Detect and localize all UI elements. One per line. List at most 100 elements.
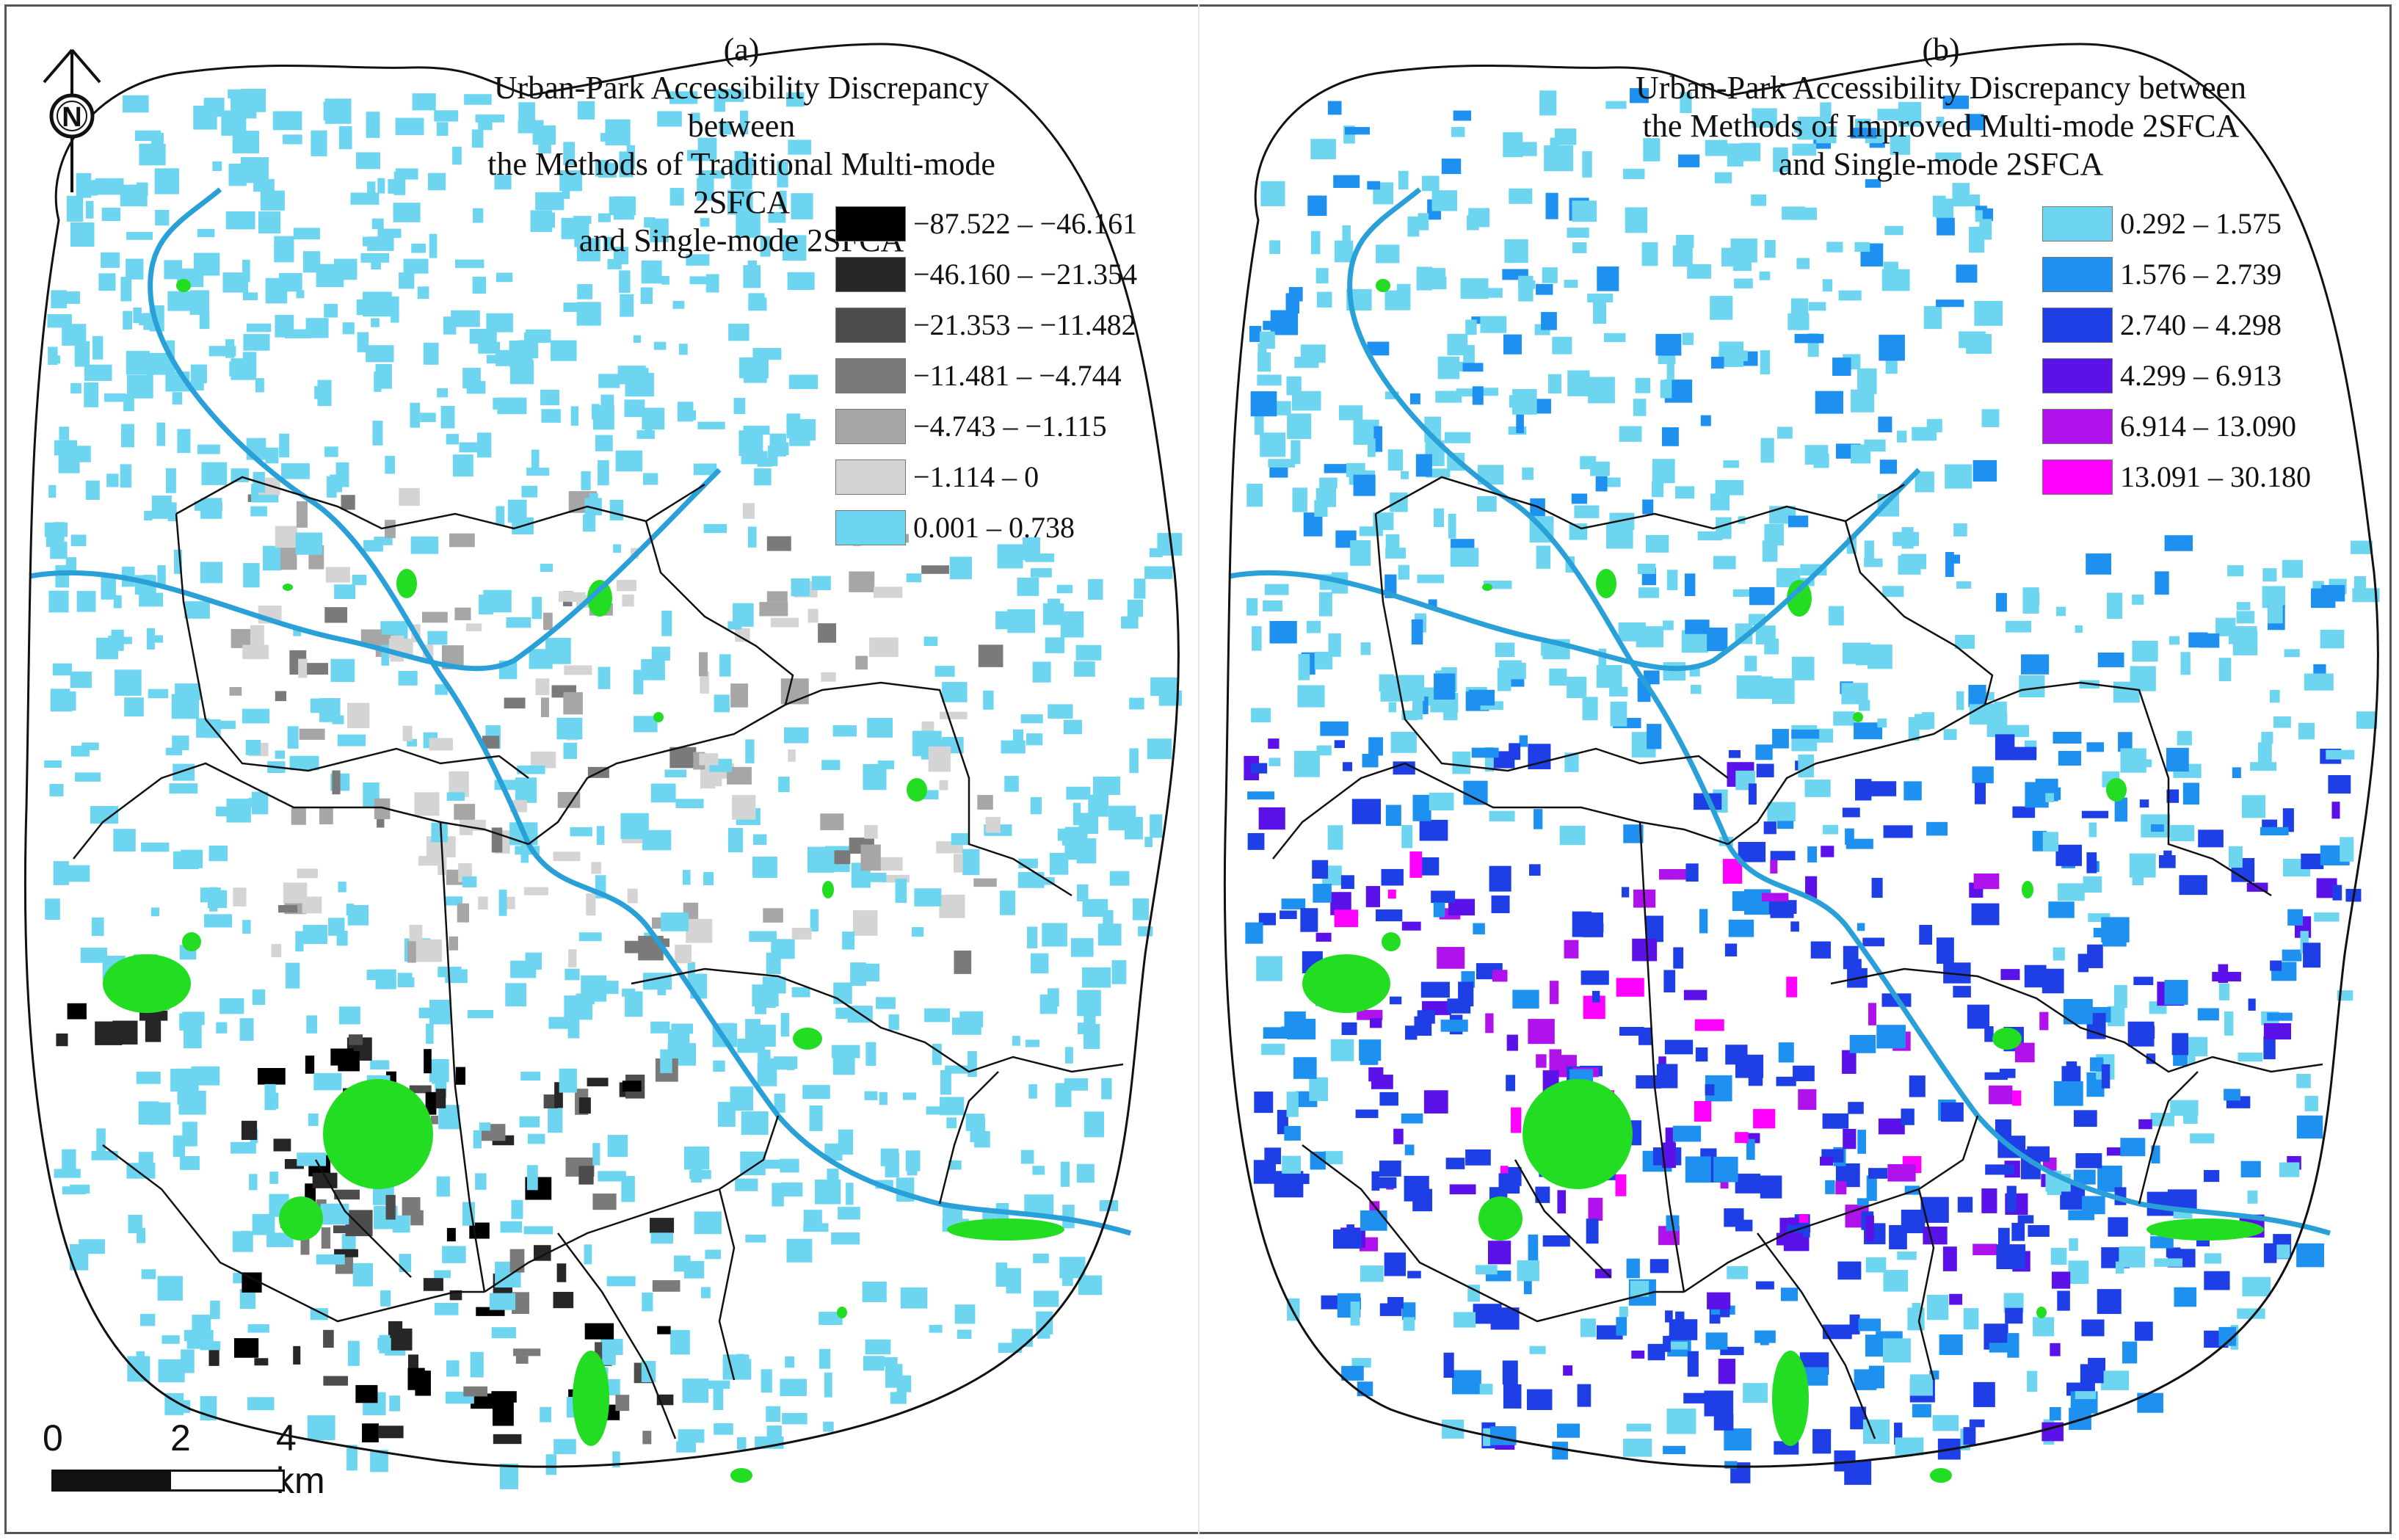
building-block xyxy=(1663,620,1674,631)
building-block xyxy=(1257,343,1267,359)
building-block xyxy=(1150,814,1163,838)
building-block xyxy=(867,717,893,738)
building-block xyxy=(172,392,183,405)
building-block xyxy=(1984,1072,2008,1080)
building-block xyxy=(1660,379,1672,399)
building-block xyxy=(231,468,250,482)
building-block xyxy=(1360,1210,1387,1231)
building-block xyxy=(139,592,164,607)
building-block xyxy=(1857,923,1865,931)
building-block xyxy=(1903,781,1922,801)
building-block xyxy=(225,211,255,230)
building-block xyxy=(1580,970,1609,985)
building-block xyxy=(1685,1156,1711,1183)
building-block xyxy=(1456,388,1483,397)
building-block xyxy=(333,1225,355,1234)
park-polygon xyxy=(1478,1196,1522,1241)
building-block xyxy=(1261,1043,1285,1056)
building-block xyxy=(1405,1025,1418,1040)
building-block xyxy=(1517,142,1537,156)
legend-swatch xyxy=(835,307,906,343)
building-block xyxy=(76,591,96,612)
building-block xyxy=(2303,942,2321,968)
building-block xyxy=(2304,1095,2318,1111)
building-block xyxy=(1857,1130,1866,1154)
building-block xyxy=(619,270,631,293)
building-block xyxy=(1764,239,1776,258)
building-block xyxy=(831,1045,860,1058)
building-block xyxy=(352,575,367,586)
building-block xyxy=(245,739,261,755)
building-block xyxy=(1732,891,1747,912)
building-block xyxy=(1258,912,1277,926)
building-block xyxy=(669,91,698,104)
building-block xyxy=(2086,852,2097,873)
building-block xyxy=(736,1437,747,1450)
building-block xyxy=(1376,244,1400,264)
building-block xyxy=(1411,619,1423,645)
building-block xyxy=(2012,806,2036,818)
building-block xyxy=(1320,721,1349,736)
building-block xyxy=(1724,1428,1752,1451)
building-block xyxy=(1254,1092,1274,1114)
building-block xyxy=(1534,809,1543,829)
building-block xyxy=(1878,1118,1905,1135)
building-block xyxy=(633,335,641,344)
building-block xyxy=(1294,356,1319,368)
building-block xyxy=(486,313,513,333)
building-block xyxy=(861,872,887,882)
building-block xyxy=(1418,213,1429,230)
park-polygon xyxy=(103,954,191,1013)
district-boundaries-b xyxy=(1272,476,2323,1439)
building-block xyxy=(355,1384,378,1403)
building-block xyxy=(581,975,607,1002)
building-block xyxy=(249,1174,258,1191)
building-block xyxy=(1858,1318,1881,1332)
building-block xyxy=(1606,523,1633,549)
building-block xyxy=(1932,195,1946,217)
park-polygon xyxy=(1382,932,1401,951)
building-block xyxy=(1401,824,1413,849)
building-block xyxy=(1798,1089,1817,1110)
building-block xyxy=(2053,947,2065,961)
building-block xyxy=(2270,960,2282,971)
building-block xyxy=(113,595,122,609)
district-boundary xyxy=(1683,1115,1979,1293)
building-block xyxy=(1048,704,1073,719)
building-block xyxy=(1838,290,1862,301)
building-block xyxy=(1720,1346,1744,1356)
building-block xyxy=(540,564,554,573)
building-block xyxy=(705,1249,722,1260)
building-block xyxy=(486,355,504,364)
building-block xyxy=(818,623,837,643)
building-block xyxy=(469,328,497,344)
building-block xyxy=(1633,399,1647,416)
building-block xyxy=(2180,652,2191,675)
building-block xyxy=(1805,876,1818,899)
legend-swatch xyxy=(2042,307,2113,343)
building-block xyxy=(1031,567,1052,578)
building-block xyxy=(1676,234,1694,248)
building-block xyxy=(1883,825,1913,838)
building-block xyxy=(1360,1050,1379,1065)
building-block xyxy=(2320,629,2345,649)
building-block xyxy=(596,826,605,845)
building-block xyxy=(1246,598,1258,616)
building-block xyxy=(104,393,126,402)
building-block xyxy=(745,739,755,763)
building-block xyxy=(1959,331,1986,349)
building-block xyxy=(1535,1186,1550,1203)
building-block xyxy=(435,684,448,695)
building-block xyxy=(1744,655,1757,672)
building-block xyxy=(197,228,215,238)
building-block xyxy=(824,1372,832,1398)
building-block xyxy=(1045,637,1065,653)
building-block xyxy=(1898,555,1921,575)
building-block xyxy=(650,1218,675,1233)
building-block xyxy=(1864,540,1874,560)
building-block xyxy=(803,1223,829,1232)
building-block xyxy=(786,413,801,439)
building-block xyxy=(1144,566,1173,579)
building-block xyxy=(266,1232,294,1248)
building-block xyxy=(997,544,1023,569)
